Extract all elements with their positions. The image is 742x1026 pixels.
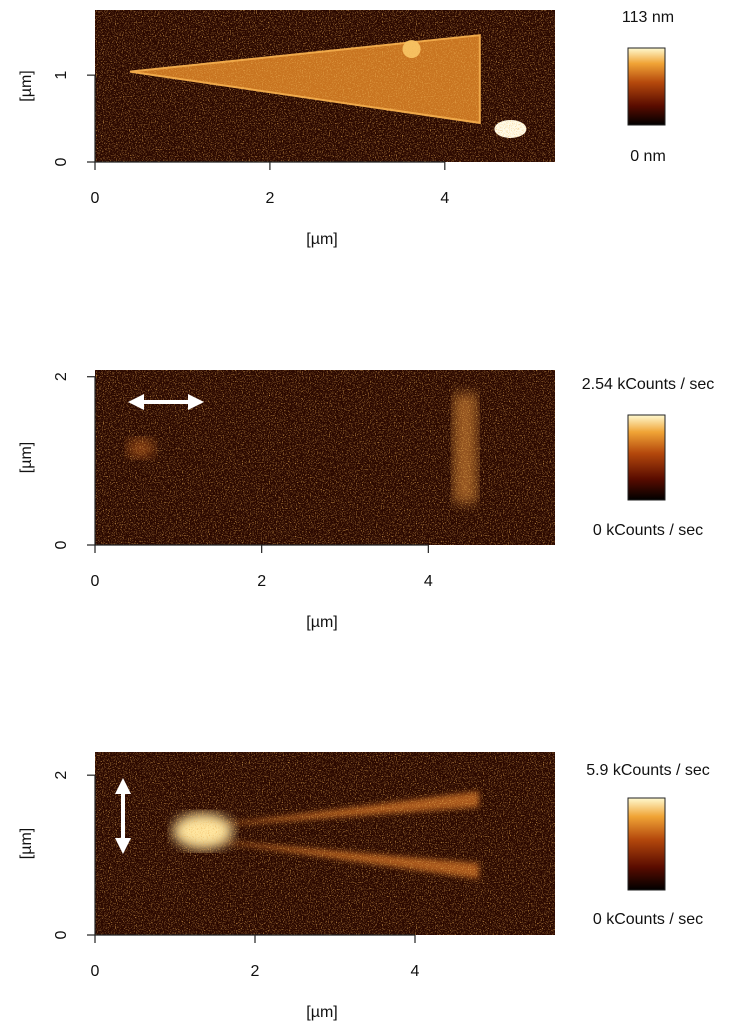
y-tick-label: 0 [53,157,70,166]
colorbar-min-label: 0 nm [630,148,666,165]
colorbar [627,47,666,126]
x-tick-label: 2 [265,190,274,207]
y-axis-label: [µm] [18,828,35,859]
x-tick-label: 2 [251,963,260,980]
x-tick-label: 4 [440,190,449,207]
y-axis-label: [µm] [18,442,35,473]
image-noise [95,752,555,935]
y-axis-label: [µm] [18,70,35,101]
x-tick-label: 0 [91,963,100,980]
colorbar-min-label: 0 kCounts / sec [593,911,703,928]
x-tick-label: 0 [91,190,100,207]
x-tick-label: 4 [424,573,433,590]
image-noise [95,10,555,162]
colorbar [627,797,666,891]
y-tick-label: 2 [53,771,70,780]
y-tick-label: 2 [53,372,70,381]
x-tick-label: 0 [91,573,100,590]
colorbar-max-label: 2.54 kCounts / sec [582,376,715,393]
x-axis-label: [µm] [306,231,337,248]
panels: 0 2 4 [µm] 0 1 [µm] 113 nm 0 nm 0 2 4 [µm] 0 2 [µm] 2.54… [18,9,714,1021]
x-tick-label: 4 [411,963,420,980]
y-tick-label: 1 [53,71,70,80]
heatmap [95,370,555,545]
heatmap [95,10,555,162]
image-noise [95,370,555,545]
y-tick-label: 0 [53,930,70,939]
colorbar-max-label: 5.9 kCounts / sec [586,762,710,779]
colorbar-max-label: 113 nm [622,9,674,26]
x-axis-label: [µm] [306,614,337,631]
colorbar-min-label: 0 kCounts / sec [593,522,703,539]
x-axis-label: [µm] [306,1004,337,1021]
y-tick-label: 0 [53,540,70,549]
x-tick-label: 2 [257,573,266,590]
colorbar [627,414,666,501]
heatmap [95,752,555,935]
